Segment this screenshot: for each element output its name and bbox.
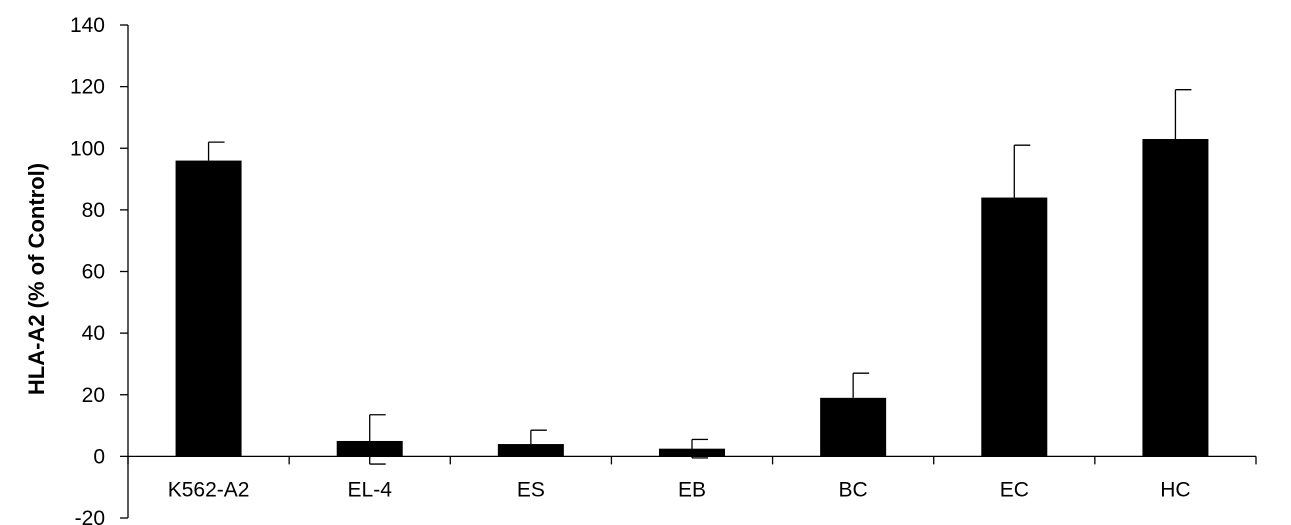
x-tick-label: EB: [678, 478, 706, 501]
x-tick-label: K562-A2: [168, 478, 250, 501]
y-tick-label: 40: [82, 322, 105, 345]
axes: [127, 25, 1256, 518]
y-tick-label: 100: [70, 137, 105, 160]
x-tick-label: HC: [1160, 478, 1190, 501]
x-tick-label: EL-4: [348, 478, 393, 501]
y-tick-label: 0: [93, 445, 105, 468]
error-bars: [207, 89, 1192, 465]
y-tick-label: -20: [75, 507, 105, 525]
bar: [497, 444, 564, 457]
bar: [981, 197, 1048, 457]
y-tick-label: 80: [82, 199, 105, 222]
x-axis-ticks: K562-A2 EL-4 ES EB BC EC HC: [127, 456, 1257, 501]
y-axis-label: HLA-A2 (% of Control): [24, 163, 49, 395]
y-tick-label: 140: [70, 14, 105, 37]
bars: [175, 139, 1209, 457]
x-tick-label: EC: [1000, 478, 1029, 501]
bar: [1142, 139, 1209, 457]
bar: [175, 160, 242, 457]
bar: [820, 397, 887, 457]
y-tick-label: 120: [70, 76, 105, 99]
x-tick-label: ES: [517, 478, 545, 501]
y-axis-ticks: -20 0 20 40 60 80 100 120 140: [70, 14, 128, 525]
x-tick-label: BC: [839, 478, 868, 501]
y-tick-label: 60: [82, 261, 105, 284]
y-tick-label: 20: [82, 384, 105, 407]
